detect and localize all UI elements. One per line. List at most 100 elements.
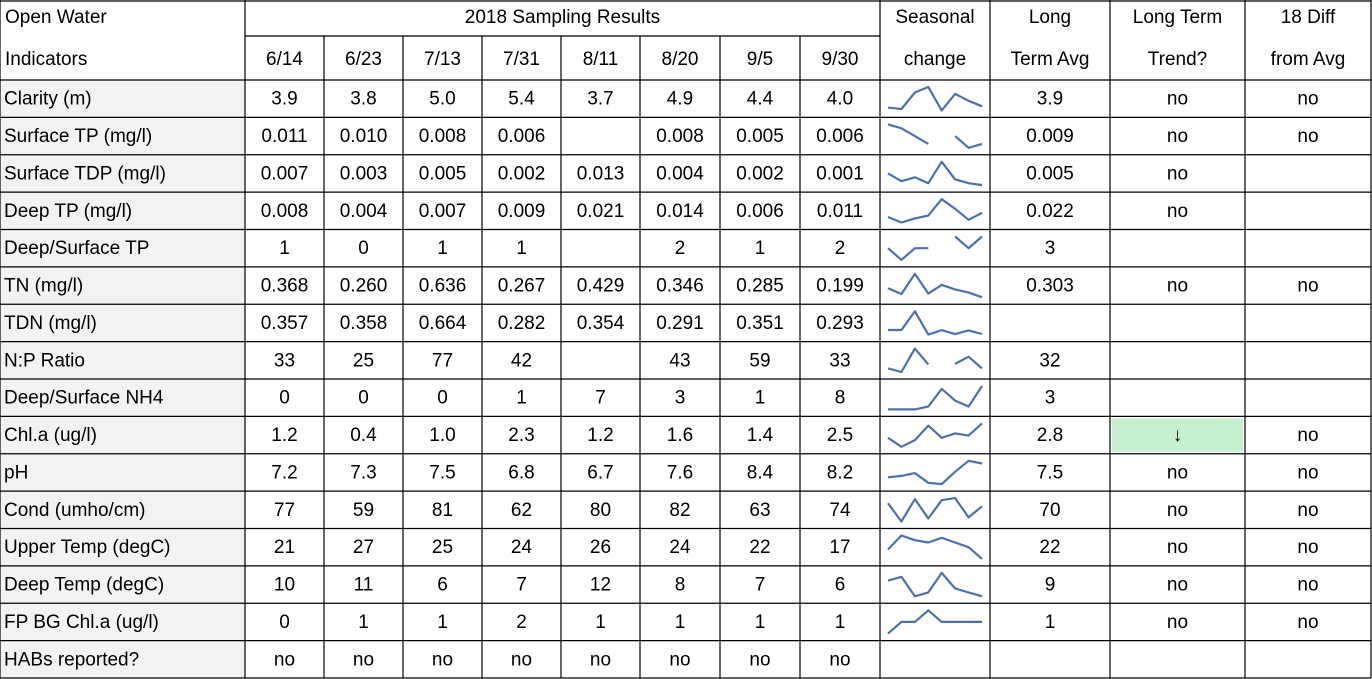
header-text: Indicators: [5, 49, 87, 70]
result-value: 0.011: [261, 126, 307, 147]
result-value: 6: [835, 575, 846, 596]
label-cell-bg: [0, 453, 245, 492]
result-value: 1: [516, 388, 527, 409]
result-value: 0: [279, 612, 290, 633]
date-header: 6/23: [345, 49, 382, 70]
sparkline: [887, 497, 983, 523]
result-value: 0.008: [261, 201, 309, 222]
result-value: 26: [590, 537, 611, 558]
sparkline: [888, 385, 983, 411]
result-value: 0.285: [736, 276, 784, 297]
sparkline: [887, 347, 983, 374]
result-value: 6.7: [587, 462, 613, 483]
result-value: 1: [835, 612, 846, 633]
long-term-trend: ↓: [1173, 425, 1183, 446]
row-label: FP BG Chl.a (ug/l): [4, 612, 159, 633]
long-term-avg: 9: [1045, 575, 1056, 596]
label-cell-bg: [0, 117, 245, 155]
long-term-avg: 1: [1045, 612, 1056, 633]
result-value: 0.004: [340, 201, 388, 222]
result-value: 17: [829, 537, 850, 558]
diff-from-avg: no: [1297, 500, 1318, 521]
long-term-avg: 0.009: [1026, 126, 1074, 147]
label-cell-bg: [0, 416, 245, 454]
result-value: 5.4: [508, 89, 535, 110]
result-value: 2: [675, 238, 686, 259]
long-term-avg: 0.022: [1026, 201, 1074, 222]
row-label: Surface TDP (mg/l): [4, 163, 166, 184]
long-term-avg: 3: [1045, 238, 1056, 259]
result-value: 24: [669, 537, 691, 558]
result-value: 4.0: [827, 89, 853, 110]
result-value: 7.2: [271, 462, 297, 483]
label-cell-bg: [0, 80, 245, 118]
long-term-trend: no: [1167, 500, 1188, 521]
result-value: 2: [516, 612, 527, 633]
header-text: Open Water: [5, 7, 107, 28]
column-header: Seasonal: [895, 7, 974, 28]
result-value: 0.260: [340, 276, 388, 297]
date-header: 8/20: [662, 49, 699, 70]
result-value: 1: [437, 612, 448, 633]
date-header: 9/30: [822, 49, 859, 70]
result-value: 0.004: [656, 163, 704, 184]
result-value: 43: [669, 350, 690, 371]
sparkline: [887, 272, 983, 299]
sparkline: [888, 310, 983, 336]
row-label: HABs reported?: [4, 649, 139, 670]
result-value: 0.199: [816, 276, 864, 297]
result-value: 0.001: [816, 163, 864, 184]
row-label: Clarity (m): [4, 89, 92, 110]
long-term-trend: no: [1167, 163, 1188, 184]
sparkline: [887, 235, 983, 261]
diff-from-avg: no: [1297, 462, 1318, 483]
result-value: 25: [432, 537, 453, 558]
result-value: 0.351: [736, 313, 784, 334]
result-value: 7: [755, 575, 766, 596]
result-value: 0.005: [736, 126, 784, 147]
row-label: Deep Temp (degC): [4, 575, 164, 596]
diff-from-avg: no: [1297, 575, 1318, 596]
result-value: 7: [516, 575, 527, 596]
result-value: 6: [437, 575, 448, 596]
sparkline: [887, 534, 983, 560]
label-cell-bg: [0, 304, 245, 342]
column-header: from Avg: [1271, 49, 1346, 70]
result-value: 0.007: [419, 201, 467, 222]
result-value: 1: [755, 238, 766, 259]
result-value: 0.354: [577, 313, 625, 334]
result-value: 74: [829, 500, 851, 521]
long-term-avg: 2.8: [1037, 425, 1063, 446]
result-value: no: [353, 649, 374, 670]
result-value: 1: [755, 612, 766, 633]
sparkline: [887, 571, 983, 598]
row-label: TDN (mg/l): [4, 313, 97, 334]
result-value: 8: [675, 575, 686, 596]
result-value: no: [274, 649, 295, 670]
result-value: 63: [749, 500, 770, 521]
result-value: 0.357: [261, 313, 309, 334]
label-cell-bg: [0, 565, 245, 604]
result-value: 80: [590, 500, 611, 521]
date-header: 8/11: [583, 49, 619, 70]
result-value: 59: [353, 500, 374, 521]
result-value: 0.006: [736, 201, 784, 222]
result-value: 2.3: [508, 425, 534, 446]
result-value: 12: [590, 575, 611, 596]
row-label: Deep/Surface TP: [4, 238, 149, 259]
result-value: no: [511, 649, 532, 670]
date-header: 7/31: [503, 49, 540, 70]
result-value: 59: [749, 350, 770, 371]
result-value: 1: [755, 388, 766, 409]
result-value: 0: [358, 238, 369, 259]
result-value: 1.2: [587, 425, 613, 446]
result-value: 0.368: [261, 276, 309, 297]
result-value: 1.6: [667, 425, 693, 446]
long-term-avg: 7.5: [1037, 462, 1063, 483]
result-value: 0.4: [350, 425, 377, 446]
result-value: 1: [437, 238, 448, 259]
row-label: N:P Ratio: [4, 350, 85, 371]
result-value: 77: [274, 500, 295, 521]
diff-from-avg: no: [1297, 276, 1318, 297]
result-value: 2.5: [827, 425, 853, 446]
